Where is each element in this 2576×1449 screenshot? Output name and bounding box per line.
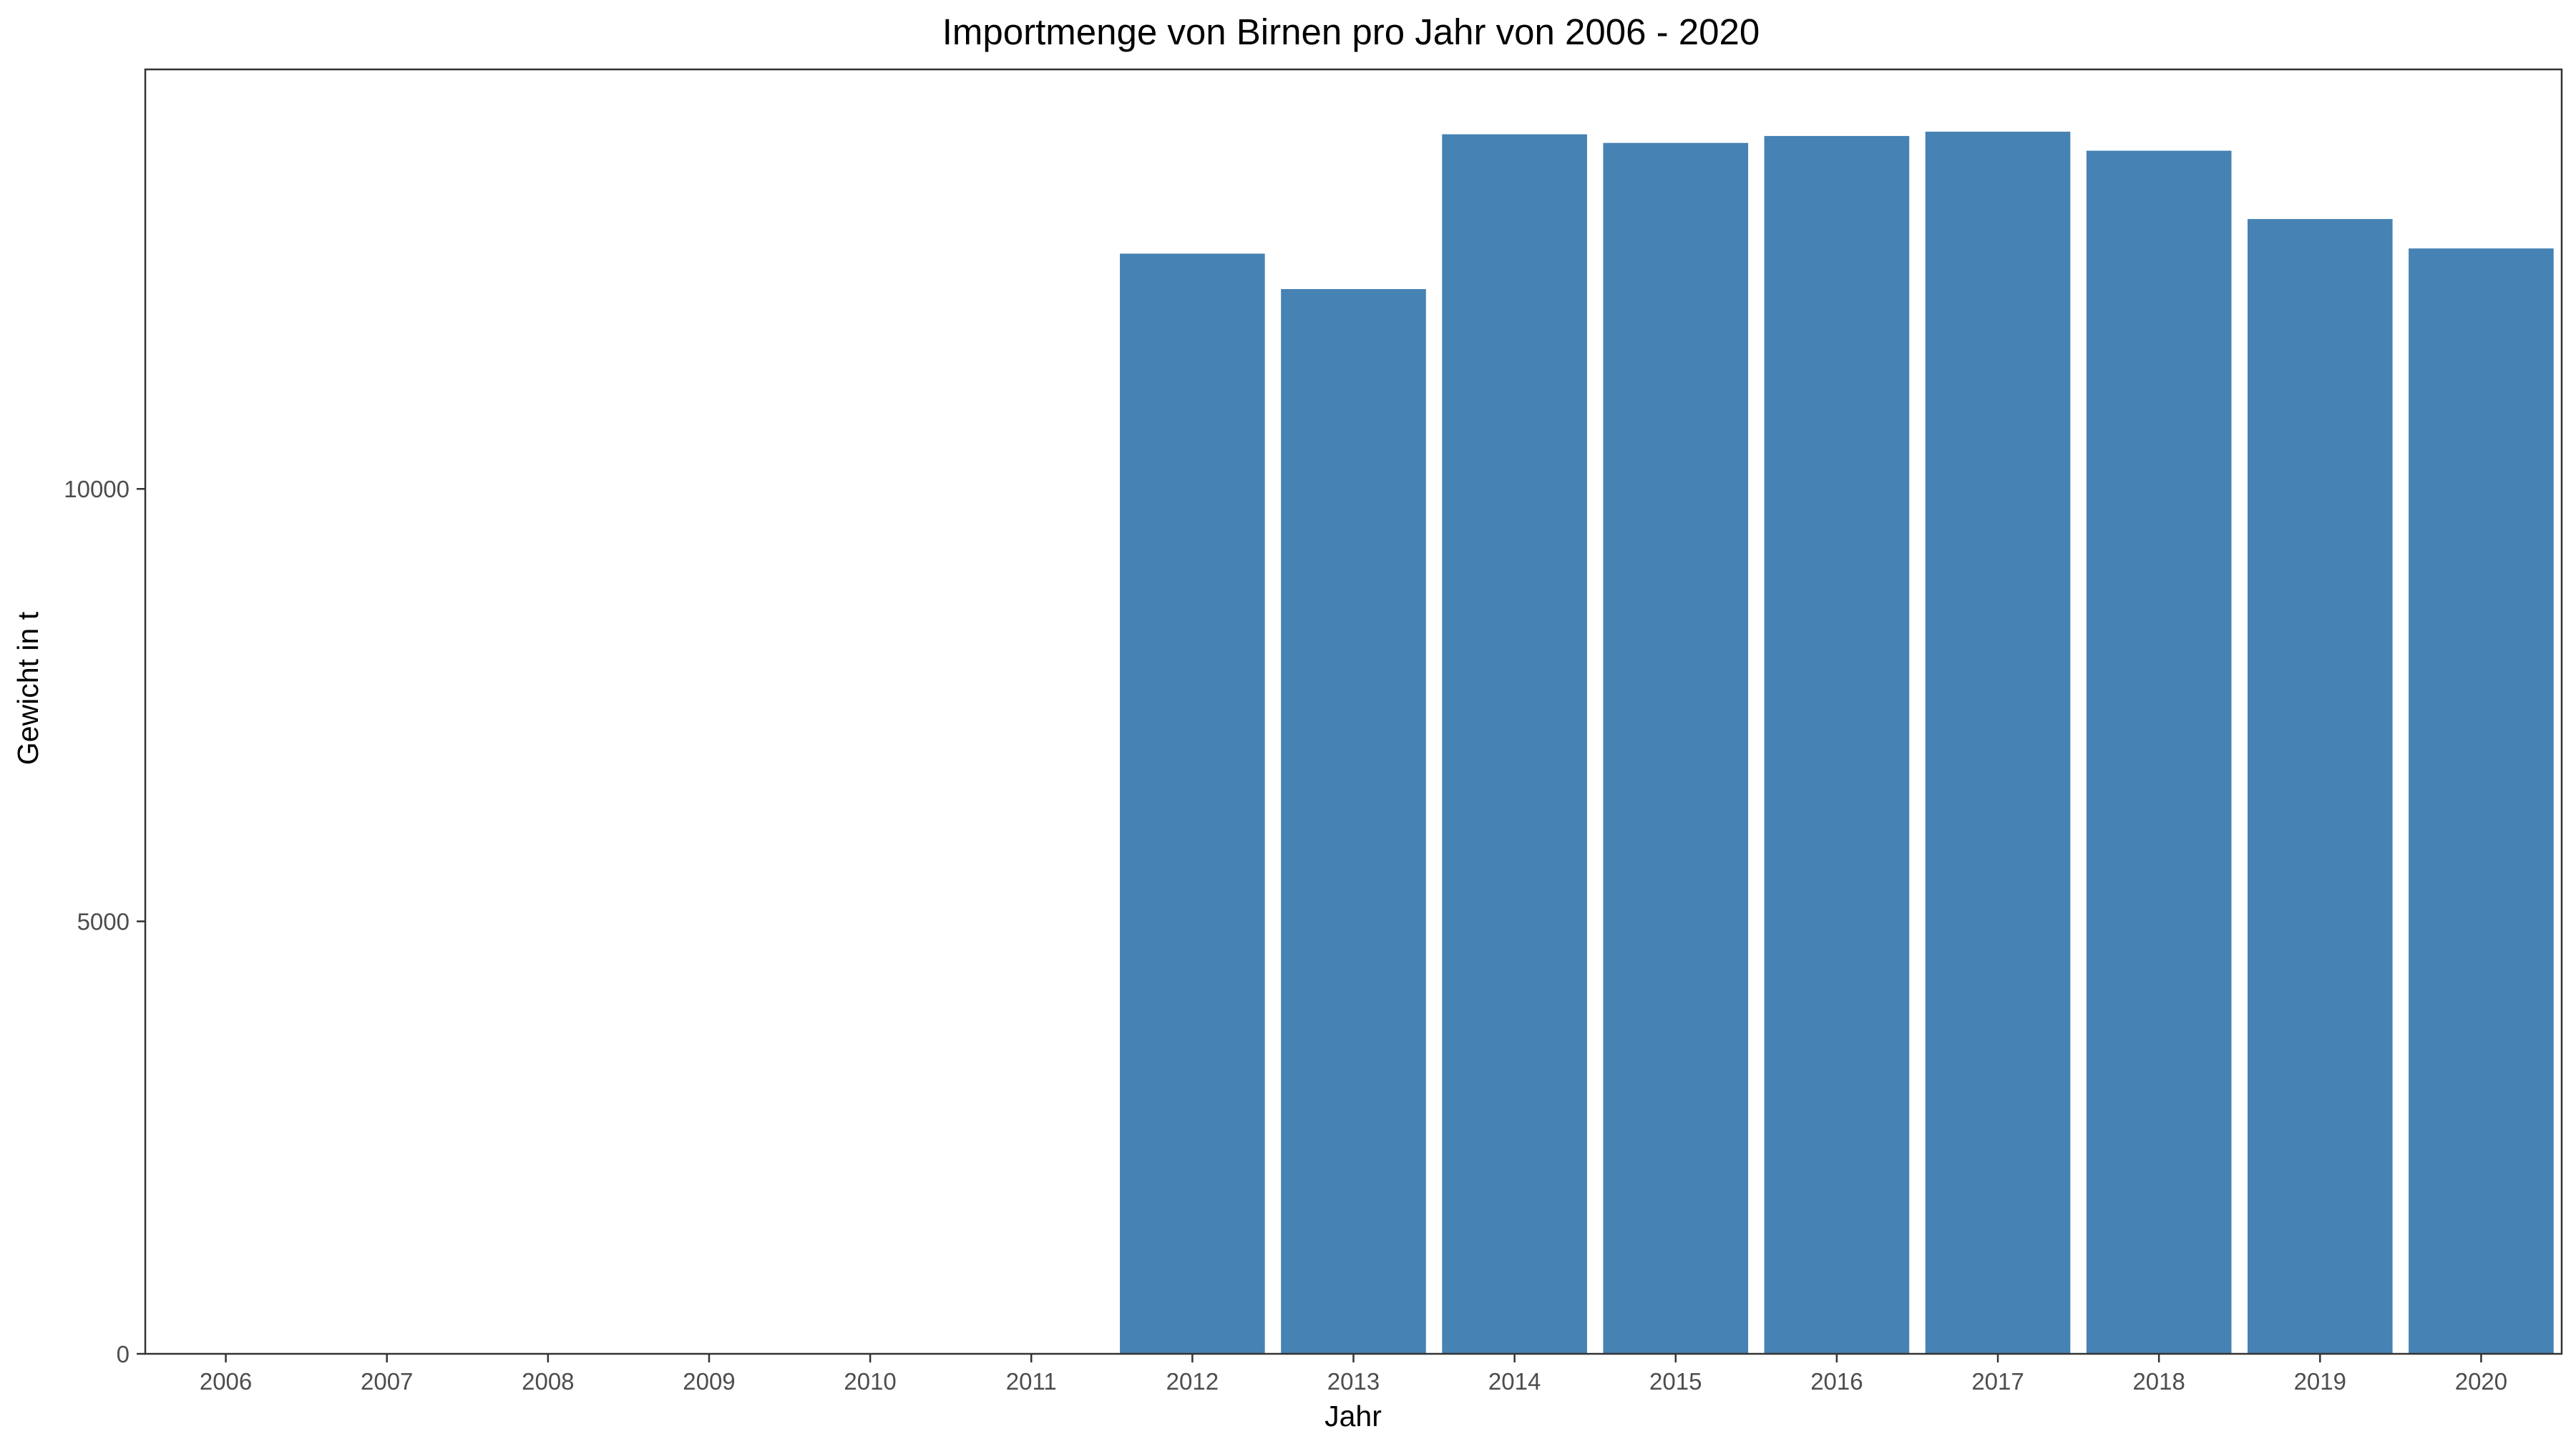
x-tick-label-2006: 2006 [200, 1368, 252, 1395]
bar-2013 [1281, 289, 1426, 1354]
x-tick-label-2020: 2020 [2455, 1368, 2507, 1395]
bars-group [1120, 132, 2554, 1355]
y-axis-title: Gewicht in t [11, 611, 44, 765]
x-tick-label-2015: 2015 [1649, 1368, 1702, 1395]
y-tick-label-0: 0 [117, 1341, 130, 1367]
bar-2017 [1925, 132, 2071, 1354]
bar-2012 [1120, 253, 1265, 1355]
x-tick-label-2013: 2013 [1327, 1368, 1380, 1395]
x-tick-label-2019: 2019 [2294, 1368, 2346, 1395]
x-tick-label-2008: 2008 [522, 1368, 574, 1395]
x-tick-label-2018: 2018 [2132, 1368, 2185, 1395]
plot-border [144, 68, 2563, 1355]
x-tick-label-2012: 2012 [1166, 1368, 1219, 1395]
x-tick-label-2016: 2016 [1810, 1368, 1863, 1395]
x-axis: 2006 2007 2008 2009 2010 2011 2012 2013 2014 2015… [200, 1354, 2507, 1395]
bar-2020 [2409, 248, 2554, 1355]
x-tick-label-2014: 2014 [1488, 1368, 1541, 1395]
y-tick-label-5000: 5000 [77, 909, 130, 935]
x-tick-label-2007: 2007 [361, 1368, 413, 1395]
bar-2019 [2247, 219, 2393, 1354]
bar-2018 [2086, 150, 2232, 1354]
x-tick-label-2011: 2011 [1006, 1368, 1057, 1395]
x-tick-label-2017: 2017 [1971, 1368, 2024, 1395]
x-tick-label-2009: 2009 [683, 1368, 735, 1395]
bar-2014 [1442, 134, 1587, 1354]
bar-2015 [1603, 142, 1749, 1355]
y-tick-label-10000: 10000 [64, 476, 130, 502]
chart-title: Importmenge von Birnen pro Jahr von 2006… [942, 11, 1760, 52]
y-axis: 0 5000 10000 [64, 476, 145, 1367]
x-tick-label-2010: 2010 [844, 1368, 896, 1395]
x-axis-title: Jahr [1324, 1400, 1382, 1433]
bar-2016 [1764, 136, 1910, 1354]
